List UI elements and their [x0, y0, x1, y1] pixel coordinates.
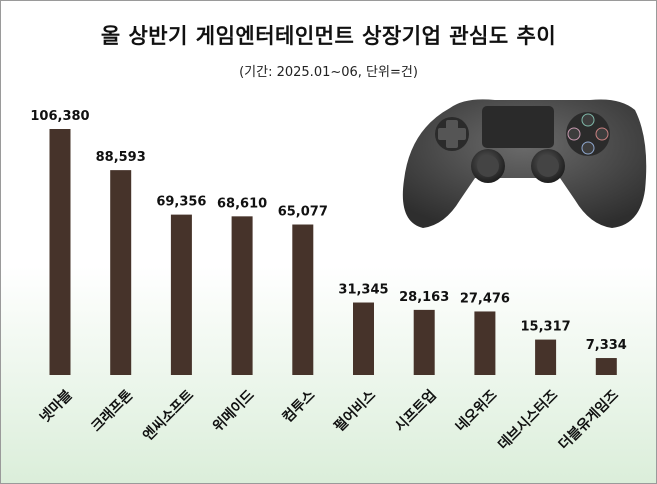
- category-label-8: 데브시스터즈: [495, 387, 561, 453]
- data-label-0: 106,380: [30, 109, 89, 124]
- bar-1: [110, 170, 132, 375]
- category-label-6: 시프트업: [392, 387, 440, 435]
- chart-subtitle: (기간: 2025.01~06, 단위=건): [239, 65, 418, 80]
- bar-3: [231, 216, 253, 375]
- bar-5: [353, 302, 374, 375]
- chart-title: 올 상반기 게임엔터테인먼트 상장기업 관심도 추이: [100, 24, 557, 48]
- bar-0: [49, 129, 71, 375]
- bar-9: [595, 358, 617, 375]
- category-label-0: 넷마블: [36, 387, 75, 426]
- game-controller-icon: [402, 99, 647, 228]
- data-label-5: 31,345: [338, 283, 388, 298]
- bar-7: [474, 311, 496, 375]
- data-label-3: 68,610: [217, 196, 267, 211]
- category-label-4: 컴투스: [280, 387, 319, 426]
- category-label-3: 위메이드: [209, 387, 258, 436]
- data-label-7: 27,476: [460, 291, 510, 306]
- category-label-2: 엔씨소프트: [139, 387, 197, 445]
- data-label-2: 69,356: [156, 195, 206, 210]
- data-label-9: 7,334: [586, 338, 627, 353]
- bar-8: [535, 339, 557, 375]
- category-label-5: 펄어비스: [331, 387, 380, 436]
- data-label-6: 28,163: [399, 290, 449, 305]
- bar-2: [170, 214, 192, 375]
- category-label-9: 더블유게임즈: [556, 387, 622, 453]
- category-label-7: 네오위즈: [453, 387, 501, 435]
- bar-6: [413, 309, 435, 375]
- bar-4: [292, 224, 314, 375]
- category-label-1: 크래프톤: [89, 387, 137, 435]
- data-label-1: 88,593: [96, 150, 146, 165]
- data-label-8: 15,317: [521, 320, 571, 335]
- data-label-4: 65,077: [278, 205, 328, 220]
